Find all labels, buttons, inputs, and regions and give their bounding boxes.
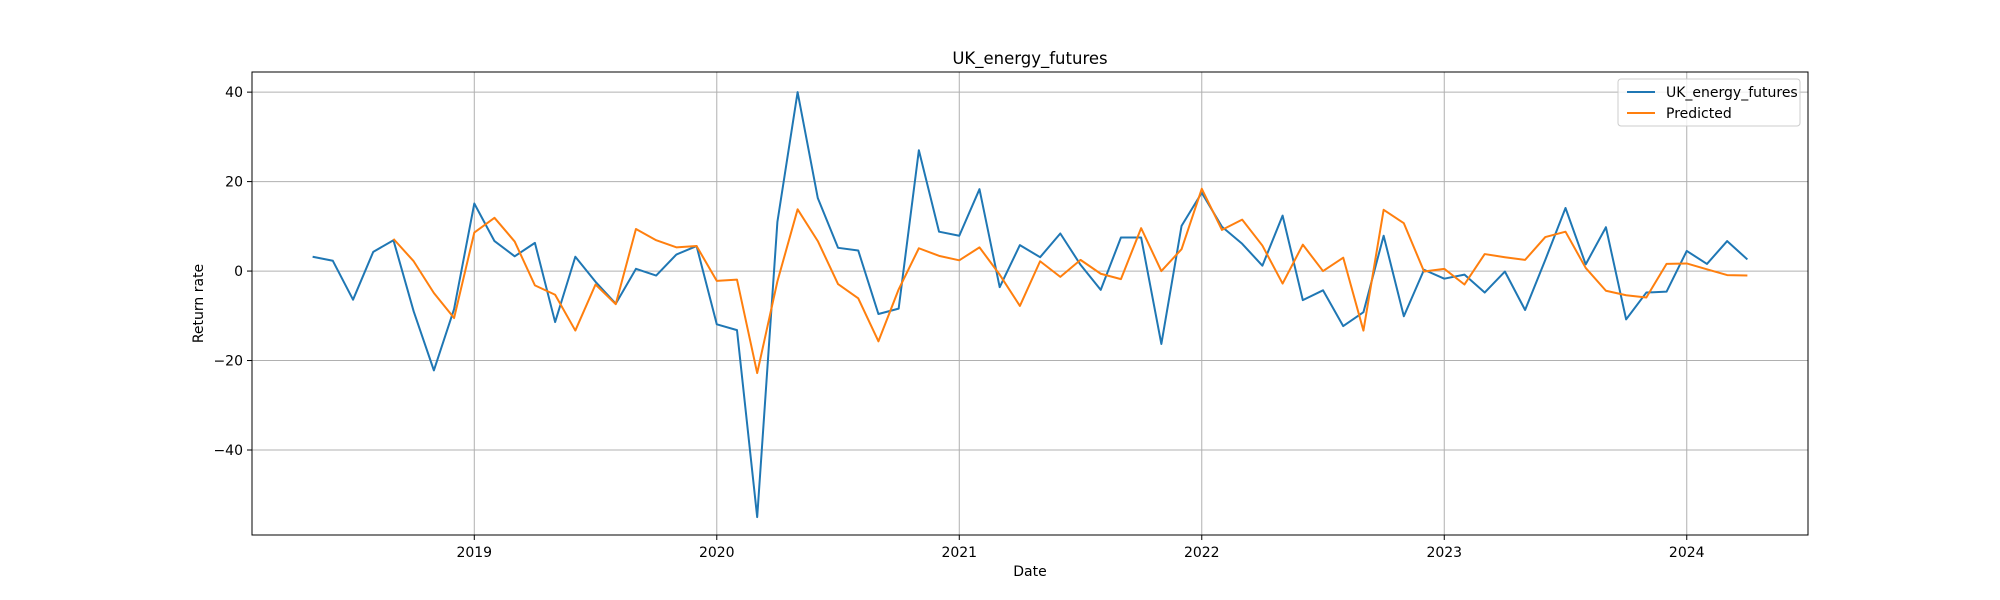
x-tick-label: 2020 [699, 545, 735, 561]
series-lines [312, 91, 1749, 519]
x-tick-label: 2022 [1184, 545, 1220, 561]
x-tick-label: 2021 [941, 545, 977, 561]
y-tick-label: −40 [213, 443, 243, 459]
plot-frame [251, 71, 1809, 536]
y-axis-title: Return rate [191, 264, 207, 343]
y-tick-label: −20 [213, 354, 243, 370]
x-tick-label: 2023 [1426, 545, 1462, 561]
x-tick-label: 2019 [456, 545, 492, 561]
series-line-1 [392, 187, 1748, 375]
series-line-0 [312, 91, 1749, 519]
y-tick-label: 20 [225, 175, 243, 191]
grid-lines [252, 72, 1808, 535]
x-tick-label: 2024 [1669, 545, 1705, 561]
chart-title: UK_energy_futures [952, 49, 1107, 69]
legend-label-1: Predicted [1666, 106, 1732, 122]
x-axis-title: Date [1013, 564, 1046, 580]
legend-box [1617, 78, 1801, 127]
y-tick-label: 0 [234, 264, 243, 280]
y-tick-label: 40 [225, 85, 243, 101]
legend-label-0: UK_energy_futures [1666, 85, 1798, 101]
legend: UK_energy_futures Predicted [1617, 78, 1801, 127]
axis-ticks: 2019 2020 2021 2022 2023 2024 40 20 0 −20 −40 [213, 85, 1704, 561]
